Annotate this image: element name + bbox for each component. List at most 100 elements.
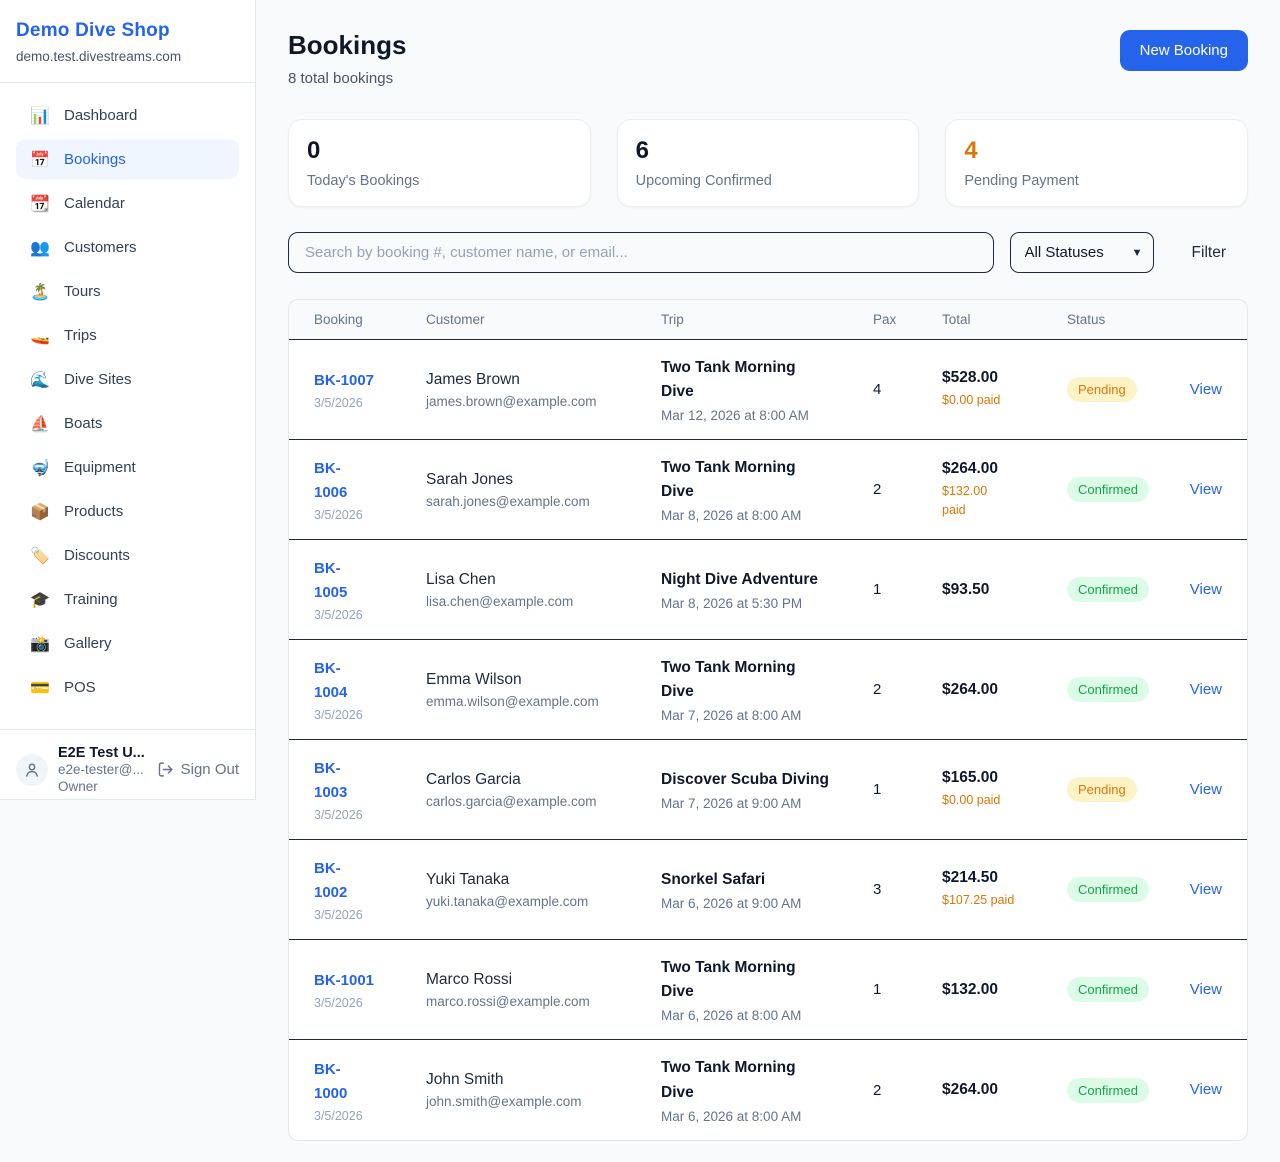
booking-id-link[interactable]: BK- 1004 [314, 660, 348, 701]
trip-datetime: Mar 6, 2026 at 8:00 AM [661, 1108, 802, 1124]
sidebar-item-bookings[interactable]: 📅 Bookings [16, 139, 239, 179]
status-cell: Confirmed [1067, 677, 1187, 702]
table-row[interactable]: BK- 1004 3/5/2026 Emma Wilson emma.wilson… [289, 640, 1247, 740]
table-row[interactable]: BK- 1002 3/5/2026 Yuki Tanaka yuki.tanaka… [289, 840, 1247, 940]
booking-id-link[interactable]: BK- 1006 [314, 460, 348, 501]
view-cell: View [1187, 581, 1222, 599]
booking-cell: BK- 1000 3/5/2026 [314, 1058, 426, 1123]
sidebar-item-tours[interactable]: 🏝️ Tours [16, 271, 239, 311]
sidebar-item-customers[interactable]: 👥 Customers [16, 227, 239, 267]
total-cell: $528.00 $0.00 paid [942, 369, 1067, 409]
booking-id-link[interactable]: BK-1001 [314, 972, 375, 989]
bar-chart-icon: 📊 [30, 105, 50, 125]
total-amount: $264.00 [942, 460, 999, 478]
trip-datetime: Mar 7, 2026 at 9:00 AM [661, 796, 802, 811]
booking-id-link[interactable]: BK- 1005 [314, 560, 348, 601]
sidebar-item-dive-sites[interactable]: 🌊 Dive Sites [16, 359, 239, 399]
sidebar-item-discounts[interactable]: 🏷️ Discounts [16, 535, 239, 575]
table-row[interactable]: BK- 1006 3/5/2026 Sarah Jones sarah.jones… [289, 440, 1247, 540]
sidebar-item-label: POS [64, 678, 96, 696]
stat-card-pending-payment: 4 Pending Payment [945, 119, 1248, 207]
total-cell: $264.00 [942, 1081, 1067, 1099]
customer-cell: Marco Rossi marco.rossi@example.com [426, 971, 661, 1009]
column-header-status: Status [1067, 312, 1106, 327]
booking-id-link[interactable]: BK- 1000 [314, 1060, 348, 1102]
table-row[interactable]: BK-1007 3/5/2026 James Brown james.brown… [289, 340, 1247, 440]
total-amount: $93.50 [942, 580, 990, 598]
sidebar-item-label: Training [64, 590, 118, 608]
view-link[interactable]: View [1189, 480, 1222, 498]
new-booking-button[interactable]: New Booking [1119, 30, 1248, 71]
sign-out-label: Sign Out [180, 761, 239, 779]
table-row[interactable]: BK- 1003 3/5/2026 Carlos Garcia carlos.ga… [289, 740, 1247, 840]
sidebar-item-pos[interactable]: 💳 POS [16, 667, 239, 707]
pax-cell: 2 [873, 1081, 882, 1099]
sidebar-item-equipment[interactable]: 🤿 Equipment [16, 447, 239, 487]
customer-name: Marco Rossi [426, 970, 513, 988]
pax-cell: 2 [873, 481, 882, 498]
trip-datetime: Mar 6, 2026 at 8:00 AM [661, 1008, 802, 1024]
booking-date: 3/5/2026 [314, 1108, 363, 1123]
sidebar-item-trips[interactable]: 🚤 Trips [16, 315, 239, 355]
view-link[interactable]: View [1189, 880, 1222, 898]
view-link[interactable]: View [1189, 580, 1222, 598]
sidebar-item-label: Dive Sites [64, 370, 132, 388]
total-amount: $528.00 [942, 369, 999, 387]
trip-name: Night Dive Adventure [661, 570, 819, 588]
table-row[interactable]: BK-1001 3/5/2026 Marco Rossi marco.rossi… [289, 940, 1247, 1040]
booking-date: 3/5/2026 [314, 608, 363, 622]
sidebar-item-gallery[interactable]: 📸 Gallery [16, 623, 239, 663]
status-select[interactable]: All Statuses [1009, 232, 1154, 273]
table-row[interactable]: BK- 1000 3/5/2026 John Smith john.smith@e… [289, 1040, 1247, 1140]
view-link[interactable]: View [1189, 680, 1222, 698]
sidebar-item-calendar[interactable]: 📆 Calendar [16, 183, 239, 223]
stat-card-upcoming-confirmed: 6 Upcoming Confirmed [616, 119, 920, 207]
sidebar-item-products[interactable]: 📦 Products [16, 491, 239, 531]
sidebar-item-dashboard[interactable]: 📊 Dashboard [16, 95, 239, 135]
status-cell: Confirmed [1067, 477, 1187, 502]
sidebar-item-training[interactable]: 🎓 Training [16, 579, 239, 619]
trip-cell: Night Dive Adventure Mar 8, 2026 at 5:30… [661, 568, 873, 611]
total-amount: $165.00 [942, 769, 999, 787]
status-badge: Confirmed [1067, 677, 1149, 702]
pax-cell: 2 [873, 681, 882, 698]
status-badge: Confirmed [1067, 877, 1149, 902]
status-cell: Pending [1067, 777, 1187, 802]
calendar-icon: 📅 [30, 149, 50, 169]
search-input[interactable] [288, 232, 994, 273]
trip-name: Two Tank Morning Dive [661, 1059, 796, 1101]
camera-icon: 📸 [30, 633, 50, 653]
view-link[interactable]: View [1189, 780, 1222, 798]
trip-datetime: Mar 8, 2026 at 8:00 AM [661, 508, 802, 524]
bookings-table: Booking Customer Trip Pax Total Status B… [288, 299, 1248, 1141]
sidebar-item-label: Products [64, 502, 124, 520]
status-badge: Confirmed [1067, 477, 1149, 502]
customer-email: carlos.garcia@example.com [426, 793, 597, 809]
table-row[interactable]: BK- 1005 3/5/2026 Lisa Chen lisa.chen@exa… [289, 540, 1247, 640]
trip-datetime: Mar 7, 2026 at 8:00 AM [661, 708, 802, 724]
booking-cell: BK-1001 3/5/2026 [314, 969, 426, 1010]
sidebar-item-label: Gallery [64, 634, 112, 652]
view-link[interactable]: View [1189, 1081, 1222, 1098]
sidebar-item-boats[interactable]: ⛵ Boats [16, 403, 239, 443]
filter-button[interactable]: Filter [1170, 236, 1248, 270]
sign-out-button[interactable]: Sign Out [157, 761, 239, 778]
view-cell: View [1187, 881, 1222, 899]
view-link[interactable]: View [1189, 380, 1222, 398]
booking-id-link[interactable]: BK-1007 [314, 372, 375, 389]
view-link[interactable]: View [1189, 980, 1222, 998]
pax-cell: 1 [873, 781, 882, 798]
user-name: E2E Test U... [58, 745, 145, 761]
total-cell: $132.00 [942, 981, 1067, 999]
customer-cell: Lisa Chen lisa.chen@example.com [426, 571, 661, 609]
customer-name: Carlos Garcia [426, 770, 521, 788]
customer-name: Yuki Tanaka [426, 870, 510, 888]
booking-id-link[interactable]: BK- 1003 [314, 760, 348, 801]
booking-id-link[interactable]: BK- 1002 [314, 860, 348, 901]
sidebar-item-label: Boats [64, 414, 103, 432]
logout-icon [158, 762, 173, 778]
paid-amount: $132.00 paid [942, 484, 988, 517]
sailboat-icon: ⛵ [30, 413, 50, 433]
customer-email: james.brown@example.com [426, 393, 597, 409]
sidebar-item-label: Calendar [64, 194, 125, 212]
